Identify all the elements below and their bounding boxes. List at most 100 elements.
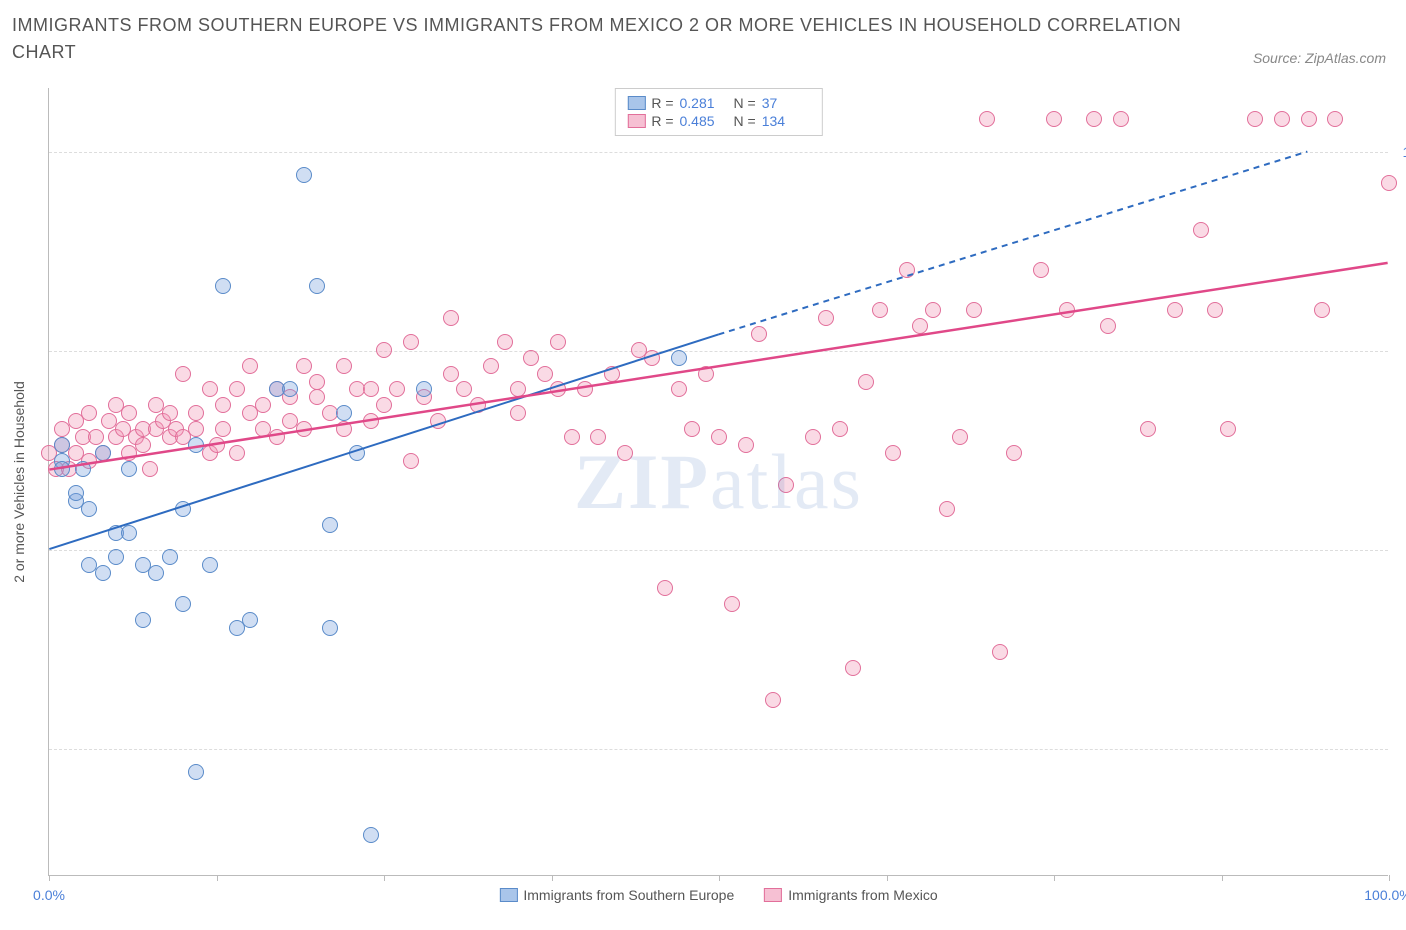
data-point [1046,111,1062,127]
data-point [1193,222,1209,238]
data-point [1381,175,1397,191]
data-point [255,397,271,413]
gridline [49,749,1388,750]
data-point [148,565,164,581]
data-point [142,461,158,477]
data-point [550,381,566,397]
legend-n-label: N = [734,95,756,111]
x-tick-label-min: 0.0% [33,887,65,903]
data-point [617,445,633,461]
data-point [309,389,325,405]
gridline [49,152,1388,153]
data-point [188,421,204,437]
data-point [336,358,352,374]
data-point [456,381,472,397]
x-tick [1389,875,1390,881]
x-tick-label-max: 100.0% [1364,887,1406,903]
data-point [1207,302,1223,318]
data-point [376,342,392,358]
legend-r-label: R = [651,95,673,111]
data-point [121,525,137,541]
x-tick [552,875,553,881]
data-point [363,827,379,843]
data-point [95,445,111,461]
data-point [832,421,848,437]
data-point [269,429,285,445]
data-point [523,350,539,366]
x-tick [1054,875,1055,881]
y-tick-label: 25.0% [1395,741,1406,757]
data-point [1006,445,1022,461]
x-tick [719,875,720,881]
legend-n-label: N = [734,113,756,129]
data-point [175,501,191,517]
legend-stats-row-1: R = 0.485 N = 134 [627,113,809,129]
data-point [1059,302,1075,318]
data-point [1220,421,1236,437]
legend-series: Immigrants from Southern Europe Immigran… [499,887,937,903]
data-point [979,111,995,127]
data-point [162,549,178,565]
data-point [1327,111,1343,127]
x-tick [49,875,50,881]
data-point [175,596,191,612]
data-point [363,381,379,397]
x-tick [384,875,385,881]
data-point [497,334,513,350]
legend-stats: R = 0.281 N = 37 R = 0.485 N = 134 [614,88,822,136]
data-point [215,421,231,437]
data-point [925,302,941,318]
legend-n-value-0: 37 [762,95,810,111]
data-point [510,381,526,397]
data-point [858,374,874,390]
data-point [644,350,660,366]
x-tick [1222,875,1223,881]
data-point [389,381,405,397]
data-point [724,596,740,612]
data-point [296,421,312,437]
data-point [54,437,70,453]
data-point [95,565,111,581]
data-point [1301,111,1317,127]
legend-n-value-1: 134 [762,113,810,129]
data-point [1274,111,1290,127]
data-point [188,405,204,421]
data-point [135,612,151,628]
data-point [68,485,84,501]
data-point [845,660,861,676]
legend-swatch-series-1 [627,114,645,128]
data-point [564,429,580,445]
data-point [1314,302,1330,318]
data-point [818,310,834,326]
data-point [671,350,687,366]
data-point [242,358,258,374]
legend-label-1: Immigrants from Mexico [788,887,937,903]
legend-r-label: R = [651,113,673,129]
y-tick-label: 50.0% [1395,542,1406,558]
legend-r-value-0: 0.281 [680,95,728,111]
data-point [162,405,178,421]
data-point [188,764,204,780]
data-point [778,477,794,493]
chart-title: IMMIGRANTS FROM SOUTHERN EUROPE VS IMMIG… [12,12,1206,66]
x-tick [887,875,888,881]
data-point [1100,318,1116,334]
legend-label-0: Immigrants from Southern Europe [523,887,734,903]
data-point [75,461,91,477]
data-point [54,461,70,477]
data-point [899,262,915,278]
data-point [698,366,714,382]
data-point [403,453,419,469]
data-point [322,620,338,636]
data-point [738,437,754,453]
data-point [215,278,231,294]
legend-r-value-1: 0.485 [680,113,728,129]
y-axis-label: 2 or more Vehicles in Household [11,381,27,583]
data-point [1167,302,1183,318]
data-point [229,445,245,461]
data-point [550,334,566,350]
data-point [349,445,365,461]
y-tick-label: 100.0% [1395,144,1406,160]
data-point [443,366,459,382]
data-point [282,381,298,397]
